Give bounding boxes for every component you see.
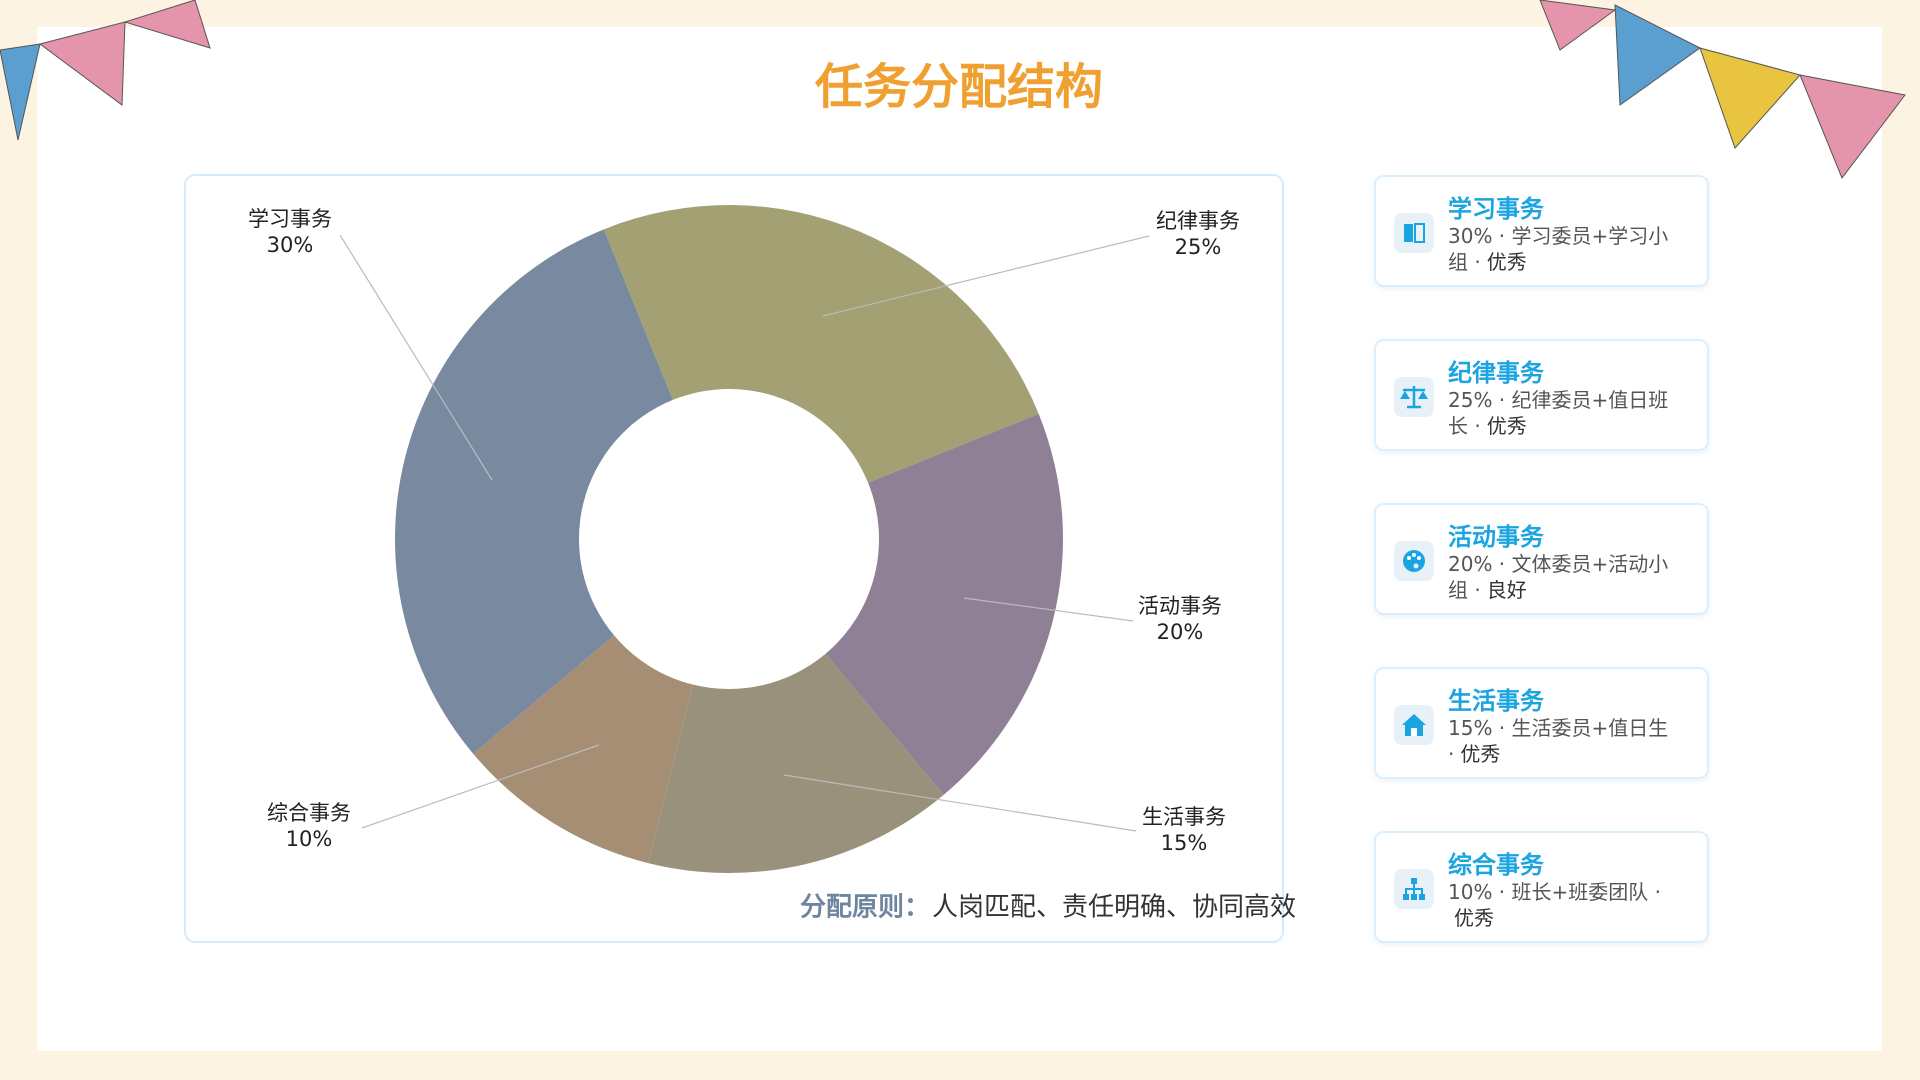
card-icon xyxy=(1394,705,1434,745)
info-card: 生活事务 15% · 生活委员+值日生 · 优秀 xyxy=(1374,667,1709,779)
slice-label: 生活事务 xyxy=(1142,805,1226,829)
value-label: 25% xyxy=(1175,235,1222,259)
info-card: 学习事务 30% · 学习委员+学习小组 · 优秀 xyxy=(1374,175,1709,287)
card-detail-text: 25% · 纪律委员+值日班长 · xyxy=(1448,388,1669,438)
card-title: 综合事务 xyxy=(1448,851,1544,879)
card-rating: 优秀 xyxy=(1460,742,1501,766)
card-detail: 10% · 班长+班委团队 ·优秀 xyxy=(1448,879,1678,931)
leader-line xyxy=(361,744,600,829)
donut-slice xyxy=(394,229,673,754)
slice-label: 学习事务 xyxy=(248,207,332,231)
card-icon xyxy=(1394,869,1434,909)
leader-line xyxy=(339,234,493,481)
info-card: 纪律事务 25% · 纪律委员+值日班长 · 优秀 xyxy=(1374,339,1709,451)
donut-slice xyxy=(603,205,1039,483)
card-title: 活动事务 xyxy=(1448,523,1544,551)
donut-slice xyxy=(825,413,1063,795)
slice-label: 活动事务 xyxy=(1138,594,1222,618)
card-rating: 良好 xyxy=(1486,578,1527,602)
bunting-left xyxy=(0,0,211,141)
info-card: 综合事务 10% · 班长+班委团队 ·优秀 xyxy=(1374,831,1709,943)
card-detail: 15% · 生活委员+值日生 · 优秀 xyxy=(1448,715,1678,767)
card-detail: 20% · 文体委员+活动小组 · 良好 xyxy=(1448,551,1678,603)
leader-line xyxy=(783,774,1137,832)
card-detail-text: 10% · 班长+班委团队 · xyxy=(1448,880,1661,904)
slice-label: 综合事务 xyxy=(267,801,351,825)
card-rating: 优秀 xyxy=(1486,414,1527,438)
card-detail-text: 15% · 生活委员+值日生 · xyxy=(1448,716,1669,766)
value-label: 10% xyxy=(286,827,333,851)
value-label: 30% xyxy=(267,233,314,257)
card-detail: 25% · 纪律委员+值日班长 · 优秀 xyxy=(1448,387,1678,439)
leader-line xyxy=(963,597,1134,622)
value-label: 20% xyxy=(1157,620,1204,644)
card-icon xyxy=(1394,377,1434,417)
donut-slice xyxy=(473,635,693,864)
leader-line xyxy=(822,235,1150,317)
bunting-right xyxy=(1539,0,1906,180)
card-title: 生活事务 xyxy=(1448,687,1544,715)
donut-slice xyxy=(648,653,944,873)
value-label: 15% xyxy=(1161,831,1208,855)
card-icon xyxy=(1394,213,1434,253)
annotation-label: 分配原则： xyxy=(800,893,930,923)
card-detail-text: 30% · 学习委员+学习小组 · xyxy=(1448,224,1669,274)
card-rating: 优秀 xyxy=(1454,906,1494,930)
card-rating: 优秀 xyxy=(1486,250,1527,274)
card-icon xyxy=(1394,541,1434,581)
card-detail-text: 20% · 文体委员+活动小组 · xyxy=(1448,552,1669,602)
info-card: 活动事务 20% · 文体委员+活动小组 · 良好 xyxy=(1374,503,1709,615)
annotation-text: 人岗匹配、责任明确、协同高效 xyxy=(932,893,1296,923)
slice-label: 纪律事务 xyxy=(1156,209,1240,233)
card-title: 纪律事务 xyxy=(1448,359,1544,387)
card-title: 学习事务 xyxy=(1448,195,1544,223)
chart-title: 任务分配结构 xyxy=(815,59,1103,115)
card-detail: 30% · 学习委员+学习小组 · 优秀 xyxy=(1448,223,1678,275)
